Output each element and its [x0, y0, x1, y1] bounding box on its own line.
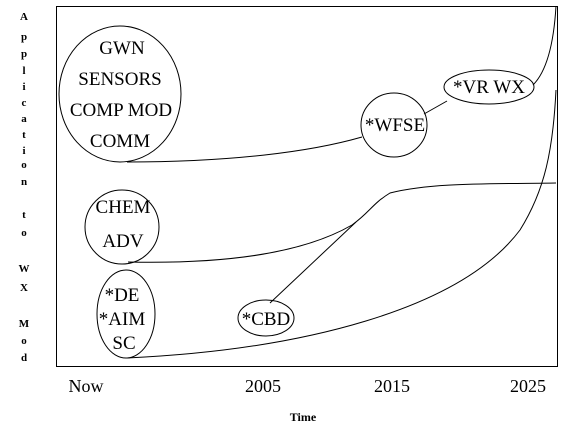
- bubble-label: COMM: [90, 131, 150, 152]
- bottom-track-curve: [126, 89, 557, 359]
- y-letter: A: [20, 11, 28, 23]
- y-letter: l: [22, 65, 25, 77]
- wfse-to-vrwx-connector: [423, 100, 448, 115]
- bubble-label: SC: [112, 333, 135, 354]
- y-letter: d: [21, 352, 27, 364]
- vrwx-bubble: [443, 69, 535, 105]
- x-tick-label: 2015: [374, 376, 410, 396]
- plot-frame: [56, 6, 558, 367]
- middle-track-curve: [127, 182, 557, 263]
- bubble-label: *VR WX: [453, 77, 525, 98]
- y-letter: i: [22, 145, 25, 157]
- bubble-label: *AIM: [99, 309, 146, 330]
- x-tick-label: Now: [69, 376, 104, 396]
- y-letter: i: [22, 81, 25, 93]
- bubble-label: COMP MOD: [70, 100, 172, 121]
- middle-tech-bubble: [84, 189, 160, 265]
- bubble-label: *CBD: [242, 309, 291, 330]
- bubble-label: *DE: [105, 285, 140, 306]
- top-tech-bubble: [58, 25, 182, 163]
- y-letter: c: [22, 97, 27, 109]
- cbd-bubble: [237, 299, 295, 337]
- x-axis-title: Time: [290, 410, 317, 424]
- wfse-bubble: [360, 92, 428, 158]
- y-letter: o: [21, 227, 27, 239]
- x-tick-label: 2005: [245, 376, 281, 396]
- y-letter: o: [21, 335, 27, 347]
- y-letter: M: [19, 318, 30, 330]
- vrwx-upper-curve: [532, 5, 557, 86]
- y-letter: n: [21, 176, 27, 188]
- bubble-label: ADV: [102, 231, 143, 252]
- bubble-label: *WFSE: [365, 115, 425, 136]
- y-letter: W: [19, 263, 30, 275]
- y-letter: t: [22, 209, 26, 221]
- bubble-label: GWN: [99, 38, 145, 59]
- y-letter: X: [20, 282, 28, 294]
- bubble-label: SENSORS: [78, 69, 161, 90]
- top-track-curve: [126, 136, 363, 163]
- y-axis-label: A p p l i c a t i o n t o W X M o d: [19, 11, 30, 364]
- bubble-label: CHEM: [96, 197, 151, 218]
- bottom-tech-bubble: [96, 269, 156, 359]
- y-letter: a: [21, 113, 27, 125]
- y-letter: o: [21, 159, 27, 171]
- y-letter: p: [21, 31, 27, 43]
- y-letter: t: [22, 129, 26, 141]
- cbd-connector: [269, 221, 357, 304]
- y-letter: p: [21, 48, 27, 60]
- x-tick-label: 2025: [510, 376, 546, 396]
